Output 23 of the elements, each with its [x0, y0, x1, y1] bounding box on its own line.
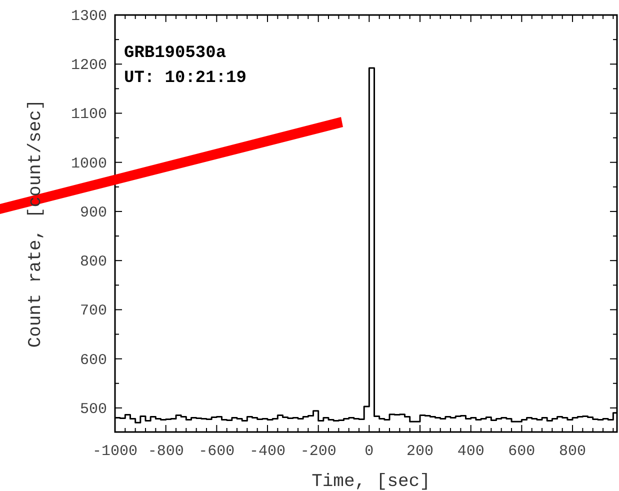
x-tick-label: -1000: [92, 443, 138, 460]
x-tick-label: 400: [457, 443, 484, 460]
x-tick-label: -800: [148, 443, 184, 460]
y-tick-label: 1300: [70, 8, 107, 25]
y-tick-label: 600: [80, 352, 107, 369]
annotation: GRB190530a: [124, 44, 226, 63]
y-tick-label: 1100: [70, 106, 107, 124]
x-tick-label: -400: [250, 443, 286, 460]
y-tick-label: 800: [80, 254, 107, 271]
y-tick-label: 500: [80, 400, 107, 418]
y-axis-title: Count rate, [count/sec]: [26, 99, 46, 348]
annotation: UT: 10:21:19: [124, 69, 246, 88]
x-axis-title: Time, [sec]: [312, 472, 430, 491]
x-tick-label: 800: [559, 443, 586, 460]
y-tick-label: 900: [80, 204, 107, 222]
x-tick-label: -600: [198, 443, 235, 460]
x-tick-label: 200: [406, 443, 434, 460]
x-tick-label: -200: [300, 443, 336, 460]
y-tick-label: 700: [80, 302, 107, 320]
y-tick-label: 1000: [70, 155, 107, 172]
y-tick-label: 1200: [70, 57, 107, 74]
x-tick-label: 0: [364, 443, 374, 460]
x-tick-label: 600: [508, 443, 536, 460]
